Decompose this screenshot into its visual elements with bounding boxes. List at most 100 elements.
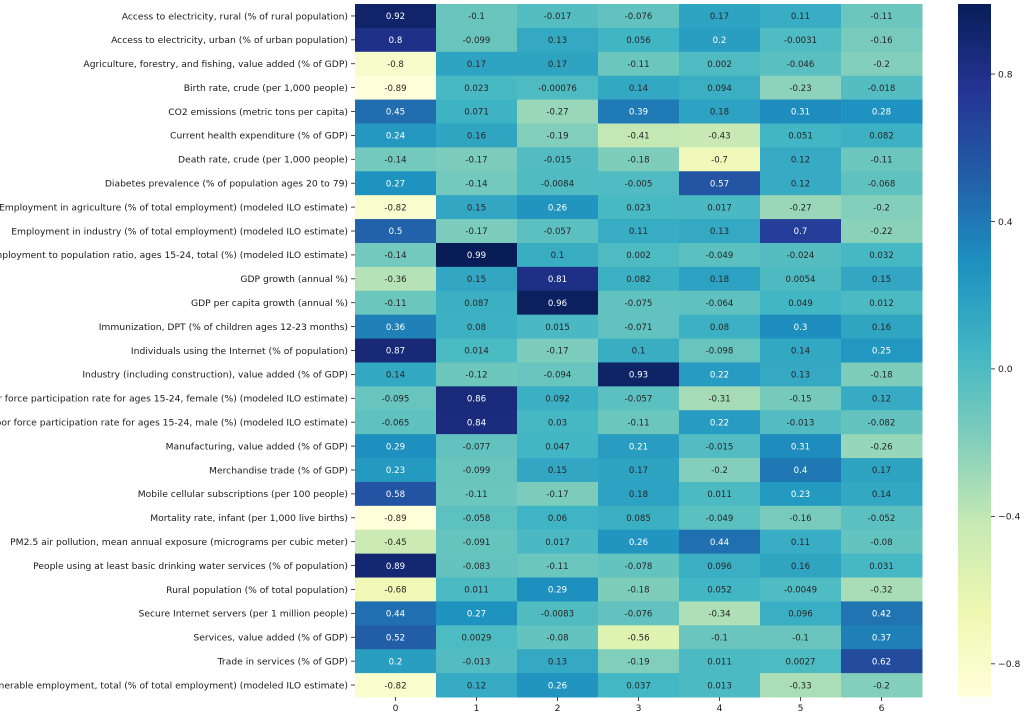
column-labels: 0 1 2 3 4 5 6: [393, 697, 885, 714]
heatmap-cell: [760, 601, 842, 626]
heatmap-cell: [436, 529, 518, 555]
cell-value-label: 0.071: [464, 108, 489, 118]
heatmap-cell: [355, 625, 437, 650]
heatmap-cell: [517, 4, 599, 29]
heatmap-cell: [436, 51, 518, 77]
heatmap-cell: [841, 362, 923, 387]
heatmap-cell: [517, 290, 599, 316]
cell-value-label: 0.58: [386, 490, 405, 500]
heatmap-cell: [841, 649, 923, 674]
cell-value-label: -0.076: [625, 610, 653, 620]
heatmap-cell: [598, 673, 680, 698]
heatmap-cell: [841, 99, 923, 124]
heatmap-cell: [598, 195, 680, 220]
heatmap-cell: [598, 338, 680, 363]
cell-value-label: -0.45: [384, 538, 406, 548]
heatmap-cell: [679, 458, 761, 483]
heatmap-cell: [436, 481, 518, 507]
cell-value-label: -0.068: [868, 179, 896, 189]
heatmap-cell: [436, 290, 518, 316]
heatmap-cell: [436, 505, 518, 531]
colorbar-tick-label: −0.4: [998, 512, 1020, 523]
heatmap-cell: [436, 553, 518, 579]
heatmap-cell: [760, 386, 842, 411]
cell-value-label: -0.26: [870, 442, 892, 452]
cell-value-label: 0.082: [626, 275, 651, 285]
column-label: 4: [717, 703, 723, 714]
heatmap-cell: [760, 505, 842, 531]
cell-value-label: 0.011: [707, 657, 732, 667]
heatmap-cell: [841, 601, 923, 626]
cell-value-label: 0.015: [545, 323, 570, 333]
heatmap-cell: [841, 505, 923, 531]
cell-value-label: 0.14: [629, 84, 648, 94]
heatmap-cell: [517, 458, 599, 483]
row-label: PM2.5 air pollution, mean annual exposur…: [10, 537, 348, 548]
row-label: Access to electricity, rural (% of rural…: [122, 11, 348, 22]
heatmap-cell: [679, 147, 761, 172]
cell-value-label: -0.56: [627, 633, 649, 643]
cell-value-label: 0.18: [710, 275, 729, 285]
cell-value-label: -0.076: [625, 12, 653, 22]
heatmap-cell: [679, 219, 761, 244]
heatmap-cell: [679, 171, 761, 196]
heatmap-cell: [598, 219, 680, 244]
heatmap-cell: [760, 481, 842, 507]
heatmap-cell: [355, 219, 437, 244]
cell-value-label: -0.0049: [784, 586, 817, 596]
cell-value-label: 0.051: [788, 132, 813, 142]
cell-value-label: -0.078: [625, 562, 653, 572]
row-label: People using at least basic drinking wat…: [33, 561, 348, 572]
cell-value-label: 0.92: [386, 12, 405, 22]
heatmap-cell: [436, 362, 518, 387]
heatmap-cell: [517, 505, 599, 531]
heatmap-cell: [760, 553, 842, 579]
row-label: Secure Internet servers (per 1 million p…: [139, 609, 348, 620]
heatmap-cell: [517, 529, 599, 555]
cell-value-label: 0.26: [629, 538, 648, 548]
row-label: CO2 emissions (metric tons per capita): [168, 107, 348, 118]
heatmap-cell: [355, 195, 437, 220]
cell-value-label: -0.2: [873, 681, 890, 691]
heatmap-cell: [436, 673, 518, 698]
cell-value-label: 0.13: [791, 371, 810, 381]
heatmap-cell: [760, 171, 842, 196]
heatmap-cell: [760, 338, 842, 363]
heatmap-cell: [517, 51, 599, 77]
cell-value-label: 0.052: [707, 586, 732, 596]
heatmap-cell: [517, 314, 599, 340]
cell-value-label: -0.065: [382, 418, 410, 428]
cell-value-label: 0.1: [632, 347, 646, 357]
heatmap-cell: [598, 386, 680, 411]
row-label: Manufacturing, value added (% of GDP): [166, 441, 348, 452]
heatmap-cell: [436, 601, 518, 626]
heatmap-cell: [679, 386, 761, 411]
row-label: GDP growth (annual %): [240, 274, 348, 285]
heatmap-cell: [355, 434, 437, 459]
cell-value-label: -0.11: [627, 418, 649, 428]
cell-value-label: 0.03: [548, 418, 567, 428]
heatmap-cell: [679, 362, 761, 387]
cell-value-label: -0.12: [465, 371, 487, 381]
heatmap-cell: [517, 625, 599, 650]
cell-value-label: -0.049: [706, 514, 734, 524]
cell-value-label: 0.087: [464, 299, 489, 309]
cell-value-label: 0.27: [386, 179, 405, 189]
heatmap-cell: [436, 195, 518, 220]
heatmap-cell: [841, 242, 923, 268]
heatmap-cell: [679, 4, 761, 29]
heatmap-cell: [841, 171, 923, 196]
heatmap-cell: [841, 314, 923, 340]
heatmap-cell: [841, 625, 923, 650]
cell-value-label: 0.17: [548, 60, 567, 70]
heatmap-cell: [598, 529, 680, 555]
cell-value-label: -0.17: [465, 227, 487, 237]
cell-value-label: -0.19: [546, 132, 568, 142]
heatmap-cell: [355, 601, 437, 626]
cell-value-label: 0.4: [794, 466, 808, 476]
heatmap-cell: [598, 290, 680, 316]
heatmap-cell: [679, 242, 761, 268]
colorbar-tick-label: −0.8: [998, 659, 1020, 670]
heatmap-cell: [679, 529, 761, 555]
